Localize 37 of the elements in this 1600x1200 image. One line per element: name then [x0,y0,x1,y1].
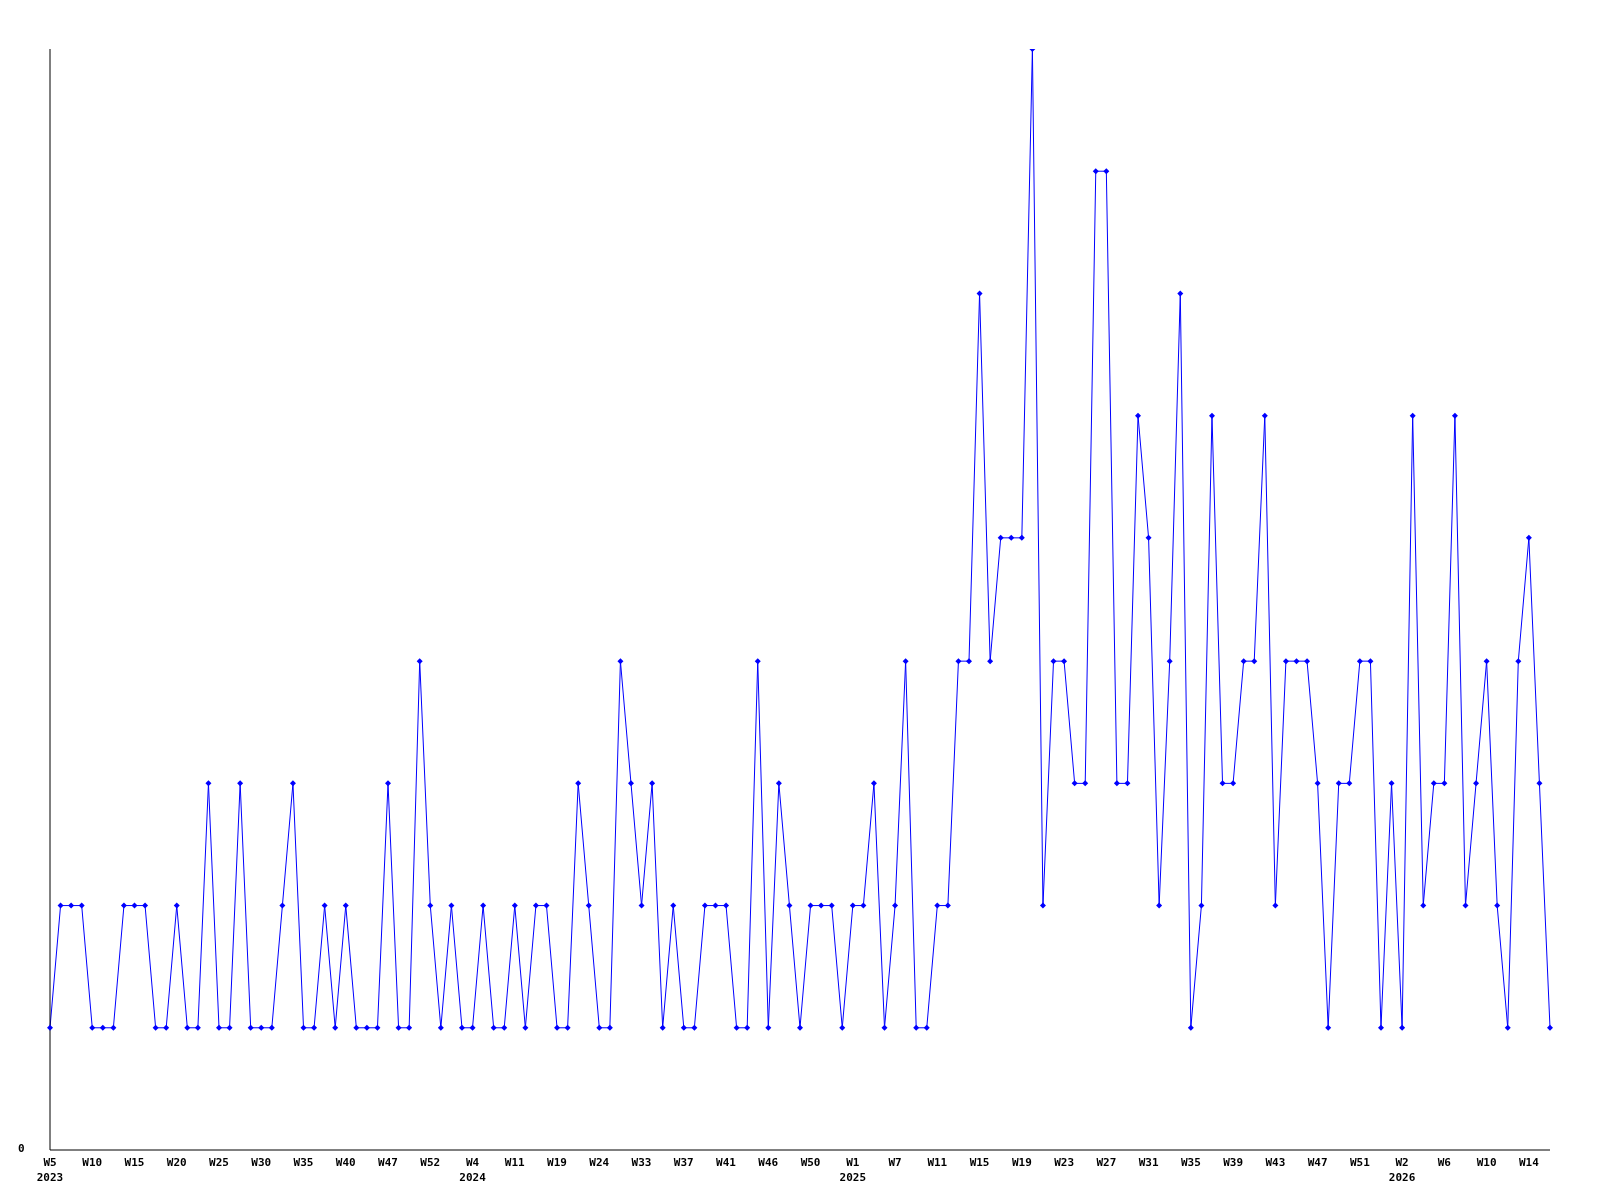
x-tick-label: W30 [251,1156,272,1169]
x-tick-label: W35 [1180,1156,1201,1169]
x-tick-label: W6 [1437,1156,1452,1169]
text: 0 [18,1142,25,1156]
x-tick-label: W4 2024 [459,1156,487,1184]
x-tick-label: W47 [378,1156,398,1169]
x-tick-label: W25 [209,1156,229,1169]
x-tick-label: W46 [758,1156,779,1169]
x-tick-label: W14 [1518,1156,1540,1169]
x-tick-label: W11 [927,1156,948,1169]
x-tick-label: W11 [504,1156,526,1169]
x-tick-label: W19 [547,1156,567,1169]
x-tick-label: W5 2023 [36,1156,64,1184]
x-tick-label: W20 [166,1156,187,1169]
x-tick-label: W1 2025 [839,1156,867,1184]
x-tick-label: W52 [420,1156,441,1169]
x-tick-label: W10 [1476,1156,1497,1169]
x-tick-label: W10 [82,1156,103,1169]
x-tick-label: W35 [293,1156,314,1169]
x-tick-label: W37 [673,1156,694,1169]
x-tick-label: W15 [124,1156,145,1169]
x-tick-label: W27 [1096,1156,1117,1169]
x-tick-label: W51 [1349,1156,1371,1169]
x-tick-label: W31 [1138,1156,1159,1169]
x-tick-label: W40 [335,1156,356,1169]
x-tick-label: W15 [969,1156,990,1169]
x-tick-label: W47 [1307,1156,1328,1169]
x-tick-label: W19 [1011,1156,1032,1169]
x-tick-label: W41 [716,1156,737,1169]
x-tick-label: W7 [888,1156,902,1169]
x-tick-label: W33 [631,1156,652,1169]
x-tick-label: W39 [1223,1156,1244,1169]
x-tick-label: W2 2026 [1388,1156,1416,1184]
x-tick-label: W24 [589,1156,610,1169]
x-tick-label: W43 [1265,1156,1286,1169]
x-tick-label: W23 [1054,1156,1075,1169]
x-tick-label: W50 [800,1156,821,1169]
